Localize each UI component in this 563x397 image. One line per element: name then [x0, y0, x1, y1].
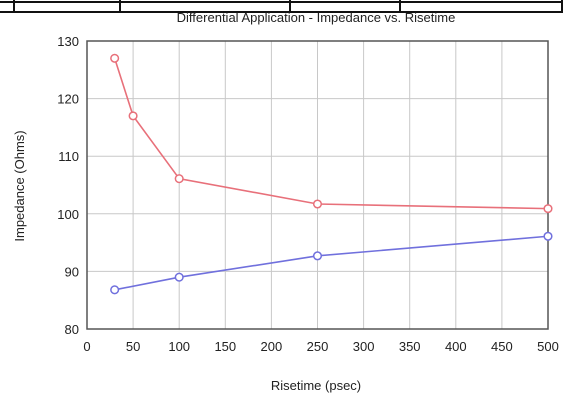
series-2 — [110, 231, 553, 295]
x-tick-label: 150 — [214, 339, 236, 354]
data-point — [174, 174, 184, 184]
x-tick-label: 500 — [537, 339, 559, 354]
data-point — [312, 251, 323, 261]
x-tick-label: 50 — [126, 339, 140, 354]
data-point — [543, 204, 553, 214]
y-tick-label: 80 — [65, 322, 79, 337]
data-series — [110, 53, 553, 295]
y-axis-label: Impedance (Ohms) — [12, 130, 27, 241]
plot-frame — [86, 40, 549, 330]
x-tick-label: 450 — [491, 339, 513, 354]
series-1 — [110, 53, 553, 214]
x-tick-label: 250 — [307, 339, 329, 354]
y-tick-label: 120 — [57, 92, 79, 107]
data-point — [543, 231, 553, 241]
series-line — [114, 235, 549, 291]
x-tick-label: 200 — [261, 339, 283, 354]
x-tick-label: 350 — [399, 339, 421, 354]
data-point — [312, 199, 323, 209]
data-point — [110, 53, 120, 63]
y-tick-label: 110 — [58, 149, 79, 164]
x-tick-label: 400 — [445, 339, 467, 354]
x-axis-ticks: 0 50 100 150 200 250 300 350 400 450 500 — [83, 339, 558, 354]
y-axis-ticks: 80 90 100 110 120 130 — [57, 34, 79, 337]
y-tick-label: 130 — [57, 34, 79, 49]
top-table-border — [0, 0, 563, 13]
x-tick-label: 100 — [168, 339, 190, 354]
y-tick-label: 90 — [65, 264, 79, 279]
x-axis-label: Risetime (psec) — [271, 378, 361, 393]
data-point — [110, 285, 120, 295]
grid-lines — [86, 40, 549, 330]
data-point — [174, 272, 184, 282]
y-tick-label: 100 — [57, 207, 79, 222]
chart-title: Differential Application - Impedance vs.… — [177, 10, 456, 25]
x-tick-label: 0 — [83, 339, 90, 354]
data-point — [128, 111, 138, 121]
x-tick-label: 300 — [353, 339, 375, 354]
